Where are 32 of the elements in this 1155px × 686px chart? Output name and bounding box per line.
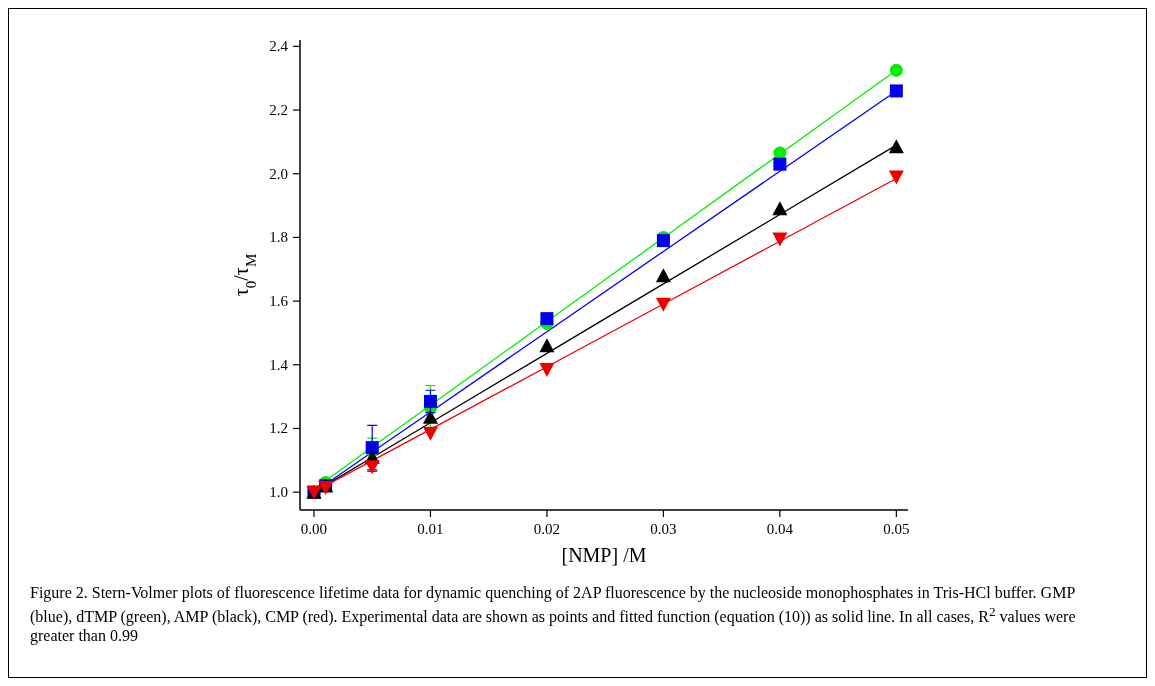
y-tick-label: 1.2 [269,420,288,437]
y-tick-label: 1.0 [269,484,288,501]
x-tick-label: 0.01 [417,521,444,537]
point [539,363,555,378]
x-tick-label: 0.04 [766,521,794,537]
point [772,232,788,247]
x-tick-label: 0.03 [650,521,677,537]
point [539,338,555,353]
x-axis-title: [NMP] /M [561,544,647,566]
point [422,409,438,424]
y-tick-label: 1.6 [269,293,289,310]
point [889,84,903,98]
x-tick-label: 0.00 [300,521,328,537]
point [888,139,904,154]
x-tick-label: 0.02 [533,521,561,537]
text: Figure 2. Stern-Volmer plots of fluorescence lifetime data for dynamic quenching of 2AP fluorescence by the nucleoside monophosphates in Tris-HCl buffer. GMP (blue), dTMP (green), AMP (black), CMP (red). Experimental data are shown as points and fitted function (equation (10)) as solid line. In all cases, R$^{2}$ values were greater than 0.99 [30,584,1076,645]
y-tick-label: 2.2 [269,102,288,119]
point [773,157,787,171]
point [772,201,788,216]
point [656,234,670,248]
y-tick-label: 1.8 [269,229,288,246]
point [540,312,554,326]
point [655,268,671,283]
y-tick-label: 2.4 [269,38,289,55]
point [888,170,904,185]
y-tick-label: 1.4 [269,356,289,373]
point [423,394,437,408]
x-tick-label: 0.05 [883,521,910,537]
point [889,63,903,77]
point [655,297,671,312]
y-tick-label: 2.0 [269,165,288,182]
point [422,426,438,441]
